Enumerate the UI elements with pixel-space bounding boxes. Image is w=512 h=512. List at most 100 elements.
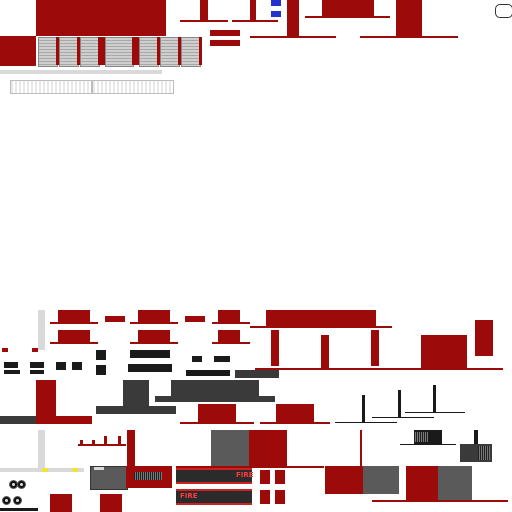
beam	[360, 36, 458, 38]
truck-light	[94, 467, 104, 470]
floor-dark	[0, 416, 36, 424]
shutter-divider	[77, 37, 80, 65]
roof-piece	[58, 330, 90, 342]
vent-grill-icon	[134, 472, 162, 480]
hydrant	[118, 436, 121, 444]
fence-panel	[92, 80, 174, 94]
shutter-divider	[178, 37, 181, 65]
beam	[212, 342, 250, 344]
stand	[214, 356, 230, 362]
shutter-divider	[157, 37, 160, 65]
roof-piece	[218, 310, 240, 322]
roof-piece	[185, 316, 205, 322]
rail	[335, 422, 397, 423]
beam	[130, 322, 178, 324]
pillar-tall	[287, 0, 299, 36]
hydrant	[80, 440, 83, 444]
pavement-strip	[0, 70, 162, 74]
stand	[30, 370, 44, 374]
garage-shutter-icon	[160, 37, 180, 67]
door-panel	[211, 430, 249, 466]
block-dark	[123, 380, 149, 406]
pillar	[371, 330, 379, 366]
garage-shutter-icon	[139, 37, 159, 67]
roof-piece	[218, 330, 240, 342]
cabinet	[96, 350, 106, 360]
bell-icon	[495, 4, 512, 18]
beam	[305, 16, 390, 18]
bench-bottom	[210, 40, 240, 46]
roof-piece	[138, 310, 170, 322]
beam	[50, 342, 98, 344]
pillar	[271, 330, 279, 366]
wall-red	[36, 380, 56, 416]
roof-panel-top	[36, 0, 166, 36]
door-small	[275, 470, 285, 484]
wheel-icon	[17, 480, 26, 489]
truck-body	[406, 466, 438, 500]
block-dark	[171, 380, 259, 398]
pole	[360, 430, 362, 466]
roof-piece	[198, 404, 236, 422]
rail	[400, 444, 456, 445]
desk	[4, 362, 18, 368]
wall-column	[38, 310, 45, 350]
post	[200, 0, 208, 20]
warning-stripe	[72, 468, 78, 472]
beam	[212, 322, 250, 324]
stand	[192, 356, 202, 362]
beam	[130, 342, 178, 344]
tower-block	[475, 320, 493, 356]
hydrant	[92, 440, 95, 444]
beam	[78, 444, 126, 446]
truck-cab	[100, 494, 122, 512]
wheel-icon	[13, 496, 22, 505]
bench-top	[210, 30, 240, 36]
table	[128, 364, 172, 372]
vent-grill-icon	[478, 446, 490, 460]
truck-body	[325, 466, 363, 494]
warning-stripe	[42, 468, 48, 472]
beam	[180, 422, 254, 424]
beam	[50, 322, 98, 324]
rail	[405, 412, 465, 413]
roof-piece	[138, 330, 170, 342]
pole	[398, 390, 401, 418]
pillar	[127, 430, 135, 466]
shutter-divider	[98, 37, 105, 65]
marker	[2, 348, 8, 352]
roof-piece	[105, 316, 125, 322]
wall-column	[38, 430, 45, 470]
door-small	[260, 470, 270, 484]
fence-panel	[10, 80, 92, 94]
pillar-tall	[396, 0, 422, 36]
door-small	[275, 490, 285, 504]
wheel-icon	[2, 496, 11, 505]
garage-shutter-icon	[80, 37, 100, 67]
beam	[372, 500, 508, 502]
bench-dark	[235, 370, 279, 378]
roof-piece	[276, 404, 314, 422]
stand	[4, 370, 20, 374]
fire-sign: FIRE	[176, 489, 252, 505]
beam	[180, 20, 228, 22]
beam	[255, 368, 503, 370]
hydrant	[104, 436, 107, 444]
desk	[30, 362, 44, 368]
facade-left-block	[0, 36, 36, 66]
door-small	[260, 490, 270, 504]
post	[250, 0, 256, 20]
beam	[250, 326, 392, 328]
slab-dark	[155, 396, 275, 402]
beam	[260, 422, 330, 424]
vent-grill-icon	[414, 432, 428, 442]
cabinet	[96, 365, 106, 375]
truck-cab	[50, 494, 72, 512]
beam	[176, 466, 324, 468]
fire-sign: FIRE	[176, 468, 254, 484]
bench-dark	[186, 370, 230, 376]
pole	[362, 395, 365, 423]
shutter-divider	[199, 37, 202, 65]
chair	[56, 362, 66, 370]
truck-window	[438, 466, 472, 500]
